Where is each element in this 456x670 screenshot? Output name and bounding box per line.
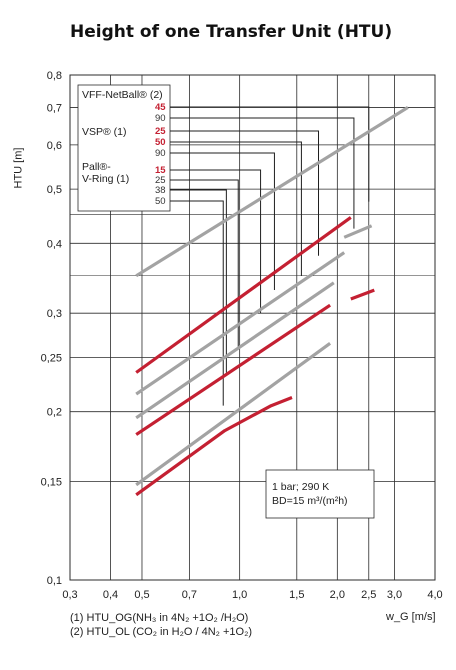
leader-line (170, 130, 320, 256)
red-series-line (350, 288, 375, 301)
red-series-line (135, 396, 293, 497)
gray-series-line (343, 224, 373, 239)
annotation-line-2: BD=15 m³/(m²h) (272, 495, 348, 507)
x-tick-label: 0,4 (103, 589, 118, 601)
legend-label: 50 (155, 137, 166, 148)
leader-line (170, 189, 227, 373)
y-tick-label: 0,8 (47, 70, 62, 82)
x-axis-label: w_G [m/s] (386, 611, 436, 623)
legend-group-name: Pall®- (82, 161, 111, 173)
legend-label: 45 (155, 102, 166, 113)
legend-box (77, 84, 171, 212)
gray-series-line (135, 281, 335, 420)
y-tick-label: 0,4 (47, 238, 62, 250)
y-tick-label: 0,15 (41, 477, 62, 489)
red-series-line (135, 216, 352, 374)
y-tick-label: 0,5 (47, 184, 62, 196)
x-tick-label: 3,0 (387, 589, 402, 601)
red-series-line (135, 303, 331, 436)
plot-frame (69, 74, 436, 581)
legend-label: 90 (155, 113, 166, 124)
legend-label: 38 (155, 185, 166, 196)
y-tick-label: 0,1 (47, 575, 62, 587)
legend-group-name: V-Ring (1) (82, 173, 129, 185)
legend-label: 50 (155, 196, 166, 207)
footnote-1: (1) HTU_OG(NH₃ in 4N₂ +1O₂ /H₂O) (70, 612, 249, 624)
leader-line (170, 117, 355, 229)
x-tick-label: 1,0 (232, 589, 247, 601)
x-tick-label: 2,0 (330, 589, 345, 601)
leader-line (170, 169, 262, 314)
legend-label: 15 (155, 165, 166, 176)
footnote-2: (2) HTU_OL (CO₂ in H₂O / 4N₂ +1O₂) (70, 626, 253, 638)
y-tick-label: 0,6 (47, 140, 62, 152)
legend-label: 25 (155, 175, 166, 186)
y-tick-label: 0,2 (47, 407, 62, 419)
gray-series-line (135, 251, 346, 396)
annotation-box (265, 469, 375, 519)
x-tick-label: 0,3 (62, 589, 77, 601)
legend-group-name: VFF-NetBall® (2) (82, 89, 163, 101)
legend-label: 25 (155, 126, 166, 137)
x-tick-label: 0,5 (134, 589, 149, 601)
y-tick-label: 0,25 (41, 352, 62, 364)
annotation-line-1: 1 bar; 290 K (272, 481, 329, 493)
leader-line (170, 200, 224, 406)
x-tick-label: 2,5 (361, 589, 376, 601)
leader-line (170, 152, 275, 291)
leader-line (170, 141, 302, 276)
y-tick-label: 0,7 (47, 102, 62, 114)
gray-series-line (135, 106, 409, 278)
leader-line (170, 106, 370, 202)
x-tick-label: 4,0 (427, 589, 442, 601)
y-tick-label: 0,3 (47, 308, 62, 320)
legend-group-name: VSP® (1) (82, 126, 127, 138)
gray-series-line (135, 342, 332, 487)
legend-label: 90 (155, 148, 166, 159)
leader-line (170, 179, 239, 348)
chart-title: Height of one Transfer Unit (HTU) (70, 22, 393, 42)
x-tick-label: 1,5 (289, 589, 304, 601)
x-tick-label: 0,7 (182, 589, 197, 601)
